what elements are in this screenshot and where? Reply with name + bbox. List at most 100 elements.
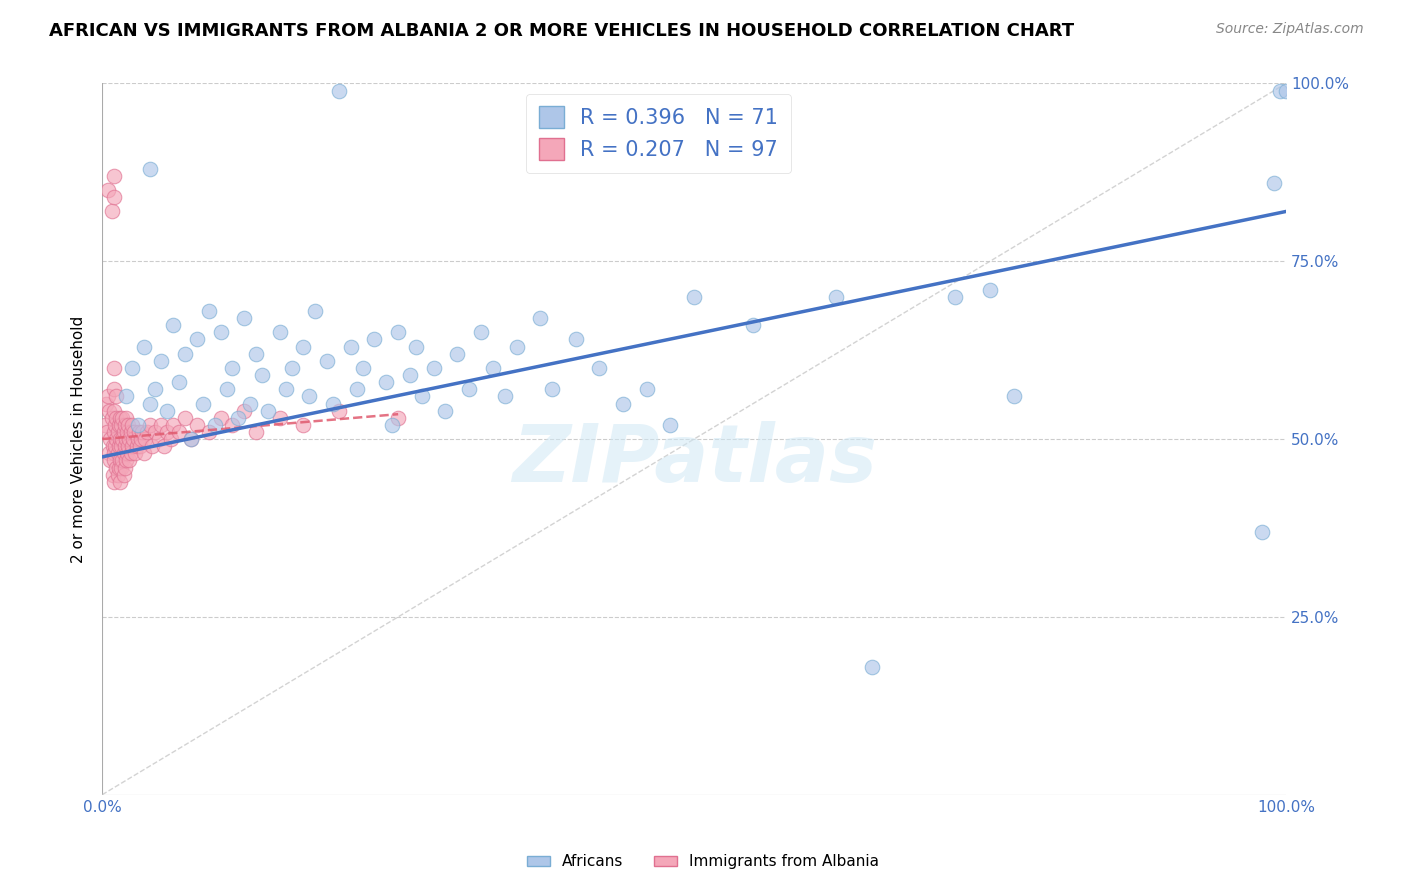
Point <box>115 453 138 467</box>
Point <box>122 432 145 446</box>
Point <box>117 417 139 432</box>
Point <box>121 360 143 375</box>
Point <box>120 425 142 439</box>
Point <box>117 439 139 453</box>
Point <box>979 283 1001 297</box>
Point <box>659 417 682 432</box>
Point <box>233 403 256 417</box>
Point <box>470 326 492 340</box>
Point <box>105 460 128 475</box>
Point <box>257 403 280 417</box>
Point <box>111 432 134 446</box>
Point <box>103 446 125 460</box>
Point <box>112 446 135 460</box>
Point <box>1002 389 1025 403</box>
Point <box>138 396 160 410</box>
Point <box>160 432 183 446</box>
Point <box>387 410 409 425</box>
Point <box>825 290 848 304</box>
Point <box>221 360 243 375</box>
Text: Source: ZipAtlas.com: Source: ZipAtlas.com <box>1216 22 1364 37</box>
Point <box>174 410 197 425</box>
Point <box>375 375 398 389</box>
Point <box>128 425 150 439</box>
Point <box>93 417 115 432</box>
Point <box>204 417 226 432</box>
Point <box>138 161 160 176</box>
Point <box>1251 524 1274 539</box>
Point <box>94 396 117 410</box>
Point <box>274 382 297 396</box>
Point <box>340 340 363 354</box>
Point <box>107 417 129 432</box>
Point <box>118 432 141 446</box>
Point <box>120 446 142 460</box>
Point <box>138 417 160 432</box>
Point <box>115 389 138 403</box>
Point <box>167 425 190 439</box>
Point <box>115 432 138 446</box>
Point <box>186 417 208 432</box>
Point <box>180 432 202 446</box>
Point <box>162 318 184 333</box>
Point <box>1275 84 1298 98</box>
Point <box>446 347 468 361</box>
Point <box>156 425 179 439</box>
Point <box>110 417 132 432</box>
Point <box>191 396 214 410</box>
Point <box>100 432 122 446</box>
Point <box>136 425 159 439</box>
Point <box>215 382 238 396</box>
Point <box>245 347 267 361</box>
Point <box>107 439 129 453</box>
Point <box>108 432 131 446</box>
Point <box>405 340 427 354</box>
Point <box>221 417 243 432</box>
Point <box>860 659 883 673</box>
Point <box>529 311 551 326</box>
Point <box>152 439 174 453</box>
Legend: R = 0.396   N = 71, R = 0.207   N = 97: R = 0.396 N = 71, R = 0.207 N = 97 <box>526 94 790 173</box>
Point <box>103 382 125 396</box>
Point <box>328 84 350 98</box>
Point <box>129 432 152 446</box>
Point <box>132 340 155 354</box>
Point <box>122 425 145 439</box>
Point <box>115 410 138 425</box>
Point <box>110 439 132 453</box>
Point <box>114 460 136 475</box>
Text: AFRICAN VS IMMIGRANTS FROM ALBANIA 2 OR MORE VEHICLES IN HOUSEHOLD CORRELATION C: AFRICAN VS IMMIGRANTS FROM ALBANIA 2 OR … <box>49 22 1074 40</box>
Point <box>108 410 131 425</box>
Point <box>186 333 208 347</box>
Point <box>269 410 291 425</box>
Point <box>180 432 202 446</box>
Point <box>127 432 149 446</box>
Legend: Africans, Immigrants from Albania: Africans, Immigrants from Albania <box>520 848 886 875</box>
Point <box>100 453 122 467</box>
Point <box>103 169 125 183</box>
Point <box>107 467 129 482</box>
Point <box>434 403 457 417</box>
Point <box>148 432 170 446</box>
Point <box>101 439 124 453</box>
Point <box>141 439 163 453</box>
Point <box>145 382 167 396</box>
Point <box>482 360 505 375</box>
Point <box>167 375 190 389</box>
Point <box>105 410 128 425</box>
Point <box>132 446 155 460</box>
Point <box>108 453 131 467</box>
Point <box>110 460 132 475</box>
Point <box>458 382 481 396</box>
Point <box>298 389 321 403</box>
Point <box>129 439 152 453</box>
Point <box>107 425 129 439</box>
Point <box>111 410 134 425</box>
Point <box>292 340 315 354</box>
Point <box>636 382 658 396</box>
Point <box>505 340 527 354</box>
Point <box>115 425 138 439</box>
Point <box>124 446 146 460</box>
Point <box>118 453 141 467</box>
Point <box>411 389 433 403</box>
